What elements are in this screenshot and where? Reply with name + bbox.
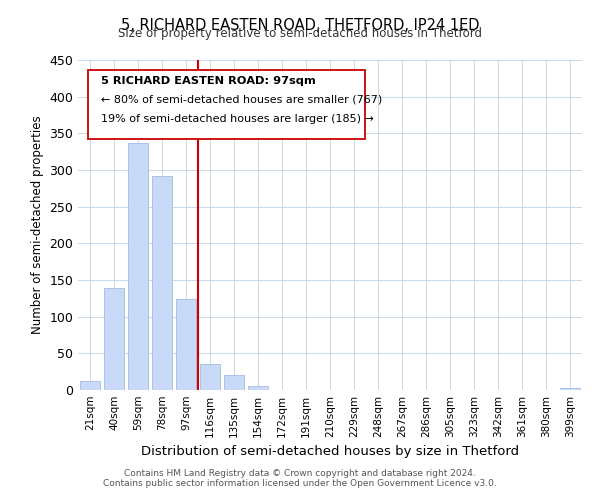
Bar	[200, 364, 220, 390]
FancyBboxPatch shape	[88, 70, 365, 139]
Text: 19% of semi-detached houses are larger (185) →: 19% of semi-detached houses are larger (…	[101, 114, 374, 124]
Bar	[104, 288, 124, 390]
Text: 5, RICHARD EASTEN ROAD, THETFORD, IP24 1ED: 5, RICHARD EASTEN ROAD, THETFORD, IP24 1…	[121, 18, 479, 32]
X-axis label: Distribution of semi-detached houses by size in Thetford: Distribution of semi-detached houses by …	[141, 446, 519, 458]
Text: Size of property relative to semi-detached houses in Thetford: Size of property relative to semi-detach…	[118, 28, 482, 40]
Bar	[560, 388, 580, 390]
Text: Contains public sector information licensed under the Open Government Licence v3: Contains public sector information licen…	[103, 478, 497, 488]
Y-axis label: Number of semi-detached properties: Number of semi-detached properties	[31, 116, 44, 334]
Text: 5 RICHARD EASTEN ROAD: 97sqm: 5 RICHARD EASTEN ROAD: 97sqm	[101, 76, 316, 86]
Bar	[248, 386, 268, 390]
Bar	[80, 381, 100, 390]
Text: Contains HM Land Registry data © Crown copyright and database right 2024.: Contains HM Land Registry data © Crown c…	[124, 468, 476, 477]
Bar	[152, 176, 172, 390]
Bar	[176, 299, 196, 390]
Text: ← 80% of semi-detached houses are smaller (767): ← 80% of semi-detached houses are smalle…	[101, 94, 382, 104]
Bar	[224, 376, 244, 390]
Bar	[128, 143, 148, 390]
